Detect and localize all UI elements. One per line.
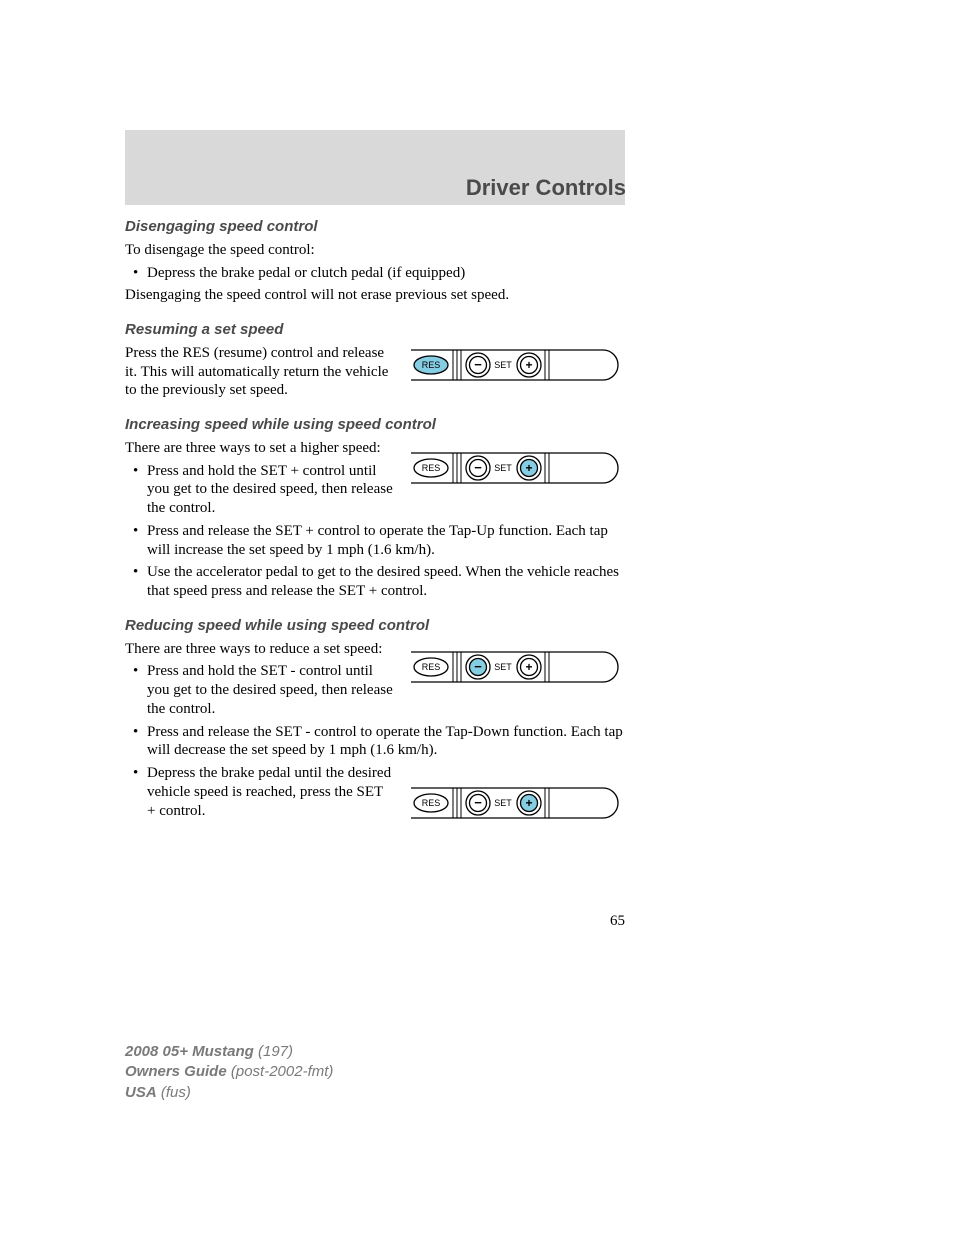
svg-text:RES: RES [422, 662, 441, 672]
footer-model: 2008 05+ Mustang [125, 1043, 254, 1060]
heading-reduce: Reducing speed while using speed control [125, 617, 625, 636]
svg-text:−: − [474, 795, 482, 810]
heading-resume: Resuming a set speed [125, 321, 625, 340]
svg-text:SET: SET [494, 463, 512, 473]
svg-text:+: + [525, 358, 532, 372]
bullet-increase-3: Use the accelerator pedal to get to the … [125, 563, 625, 601]
cruise-diagram-plus-2: RES − SET + [403, 782, 625, 824]
cruise-diagram-plus-1: RES − SET + [403, 447, 625, 489]
bullet-reduce-2: Press and release the SET - control to o… [125, 723, 625, 761]
footer-fus: (fus) [161, 1084, 191, 1101]
svg-text:−: − [474, 659, 482, 674]
heading-increase: Increasing speed while using speed contr… [125, 416, 625, 435]
bullet-reduce-1: Press and hold the SET - control until y… [125, 662, 395, 718]
footer-region: USA [125, 1084, 157, 1101]
footer-guide: Owners Guide [125, 1063, 227, 1080]
footer-line-3: USA (fus) [125, 1083, 333, 1103]
svg-text:RES: RES [422, 798, 441, 808]
svg-text:SET: SET [494, 798, 512, 808]
bullet-reduce-3: Depress the brake pedal until the desire… [125, 764, 395, 820]
text-reduce-intro: There are three ways to reduce a set spe… [125, 640, 395, 659]
svg-text:SET: SET [494, 360, 512, 370]
svg-text:+: + [525, 660, 532, 674]
footer-line-2: Owners Guide (post-2002-fmt) [125, 1062, 333, 1082]
svg-text:−: − [474, 460, 482, 475]
content-area: Disengaging speed control To disengage t… [125, 218, 625, 824]
footer-code: (197) [258, 1043, 293, 1060]
svg-text:−: − [474, 357, 482, 372]
svg-text:+: + [525, 796, 532, 810]
bullet-increase-2: Press and release the SET + control to o… [125, 522, 625, 560]
svg-text:SET: SET [494, 662, 512, 672]
cruise-diagram-minus: RES − SET + [403, 646, 625, 688]
page-title: Driver Controls [466, 175, 626, 201]
cruise-diagram-res: RES − SET + [403, 344, 625, 386]
text-disengage-note: Disengaging the speed control will not e… [125, 286, 625, 305]
footer: 2008 05+ Mustang (197) Owners Guide (pos… [125, 1042, 333, 1103]
footer-line-1: 2008 05+ Mustang (197) [125, 1042, 333, 1062]
heading-disengage: Disengaging speed control [125, 218, 625, 237]
bullet-disengage-1: Depress the brake pedal or clutch pedal … [125, 264, 625, 283]
footer-fmt: (post-2002-fmt) [231, 1063, 334, 1080]
svg-text:RES: RES [422, 360, 441, 370]
page-number: 65 [610, 912, 625, 931]
text-increase-intro: There are three ways to set a higher spe… [125, 439, 395, 458]
svg-text:RES: RES [422, 463, 441, 473]
svg-text:+: + [525, 461, 532, 475]
text-disengage-intro: To disengage the speed control: [125, 241, 625, 260]
bullet-increase-1: Press and hold the SET + control until y… [125, 462, 395, 518]
text-resume: Press the RES (resume) control and relea… [125, 344, 395, 400]
